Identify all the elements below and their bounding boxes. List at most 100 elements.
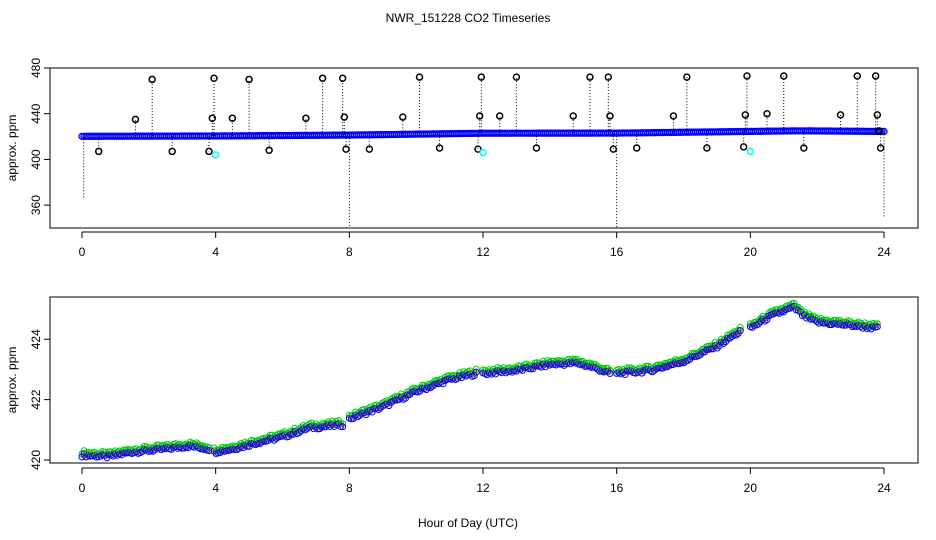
bottom-x-tick-label: 0 (79, 481, 86, 495)
spike-point (606, 112, 614, 120)
figure-title: NWR_151228 CO2 Timeseries (386, 11, 551, 25)
spike-point (477, 73, 486, 81)
bottom-x-tick-label: 16 (610, 481, 624, 495)
spike-point (800, 144, 808, 152)
blue-point (715, 342, 723, 350)
spike-point (604, 73, 613, 81)
spike-point (210, 74, 218, 83)
spike-point (342, 145, 350, 153)
x-axis-label: Hour of Day (UTC) (418, 516, 518, 530)
spike-point (683, 73, 691, 81)
spike-point (876, 144, 885, 152)
spike-point (338, 74, 347, 83)
blue-point (621, 371, 629, 379)
top-axes: 0 4 8 12 16 20 24 360 400 440 480 (29, 58, 891, 259)
bottom-y-tick-label: 424 (29, 329, 43, 349)
bottom-y-tick-label: 420 (29, 450, 43, 470)
blue-point (97, 452, 105, 460)
spike-point (669, 112, 678, 120)
spike-point (365, 145, 374, 153)
blue-point (470, 372, 478, 380)
spike-point (703, 144, 711, 152)
bottom-plot-frame (49, 296, 919, 464)
blue-point (694, 352, 702, 360)
spike-point (532, 144, 541, 152)
blue-point (472, 368, 480, 376)
spike-point (875, 127, 883, 135)
spike-point (853, 72, 862, 80)
bottom-y-axis-label: approx. ppm (5, 347, 19, 414)
spike-point (739, 143, 748, 151)
bottom-x-tick-label: 12 (476, 481, 490, 495)
blue-point (736, 327, 744, 335)
blue-point (508, 368, 516, 376)
spike-point (340, 113, 349, 121)
spike-point (741, 111, 750, 119)
spike-point (586, 73, 594, 81)
top-plot-frame (49, 67, 919, 229)
flagged-point (746, 147, 755, 156)
flagged-point (479, 148, 487, 157)
top-y-tick-label: 360 (29, 195, 43, 215)
spike-point (318, 74, 327, 83)
blue-point (585, 362, 593, 370)
top-x-tick-label: 0 (79, 245, 86, 259)
top-x-tick-label: 24 (877, 245, 891, 259)
bottom-x-tick-label: 4 (212, 481, 219, 495)
spike-point (632, 144, 641, 152)
top-panel: approx. ppm 0 4 8 12 16 20 24 360 400 440 480 (5, 58, 919, 259)
spike-point (302, 114, 310, 123)
top-y-tick-label: 480 (29, 58, 43, 78)
bottom-x-tick-label: 24 (877, 481, 891, 495)
top-x-tick-label: 16 (610, 245, 624, 259)
top-y-axis-label: approx. ppm (5, 115, 19, 182)
spike-point (245, 75, 253, 84)
spike-point (228, 114, 237, 123)
bottom-panel: approx. ppm 0 4 8 12 16 20 24 420 422 424 (5, 296, 919, 495)
spike-point (208, 114, 217, 123)
blue-point (349, 414, 357, 422)
top-data-marks (78, 72, 888, 228)
blue-point (817, 317, 825, 325)
spike-point (474, 145, 482, 153)
bottom-axes: 0 4 8 12 16 20 24 420 422 424 (29, 329, 891, 495)
blue-point (842, 321, 850, 329)
flagged-point (211, 151, 220, 159)
blue-point (873, 323, 881, 331)
top-y-tick-label: 400 (29, 149, 43, 169)
blue-point (763, 316, 771, 324)
blue-point (648, 368, 656, 376)
blue-point (606, 370, 614, 378)
spike-point (148, 75, 156, 84)
blue-point (143, 446, 151, 454)
blue-point (761, 317, 769, 325)
spike-point (265, 146, 273, 155)
spike-point (836, 111, 845, 119)
spike-point (743, 72, 751, 80)
spike-point (512, 73, 521, 81)
spike-point (871, 72, 880, 80)
bottom-data-marks (78, 299, 881, 462)
spike-point (205, 147, 213, 156)
bottom-x-tick-label: 20 (744, 481, 758, 495)
bottom-y-tick-label: 422 (29, 389, 43, 409)
blue-point (339, 423, 347, 431)
spike-point (569, 112, 577, 120)
top-x-tick-label: 8 (346, 245, 353, 259)
top-x-tick-label: 20 (744, 245, 758, 259)
spike-point (435, 144, 444, 152)
bottom-x-tick-label: 8 (346, 481, 353, 495)
spike-point (780, 72, 788, 80)
blue-point (663, 363, 671, 371)
spike-point (763, 109, 771, 118)
top-x-tick-label: 12 (476, 245, 490, 259)
blue-point (709, 345, 717, 353)
spike-point (168, 147, 176, 156)
spike-point (399, 113, 407, 121)
spike-point (873, 111, 882, 119)
top-y-tick-label: 440 (29, 103, 43, 123)
blue-point (786, 304, 794, 312)
spike-point (131, 115, 140, 124)
top-x-tick-label: 4 (212, 245, 219, 259)
